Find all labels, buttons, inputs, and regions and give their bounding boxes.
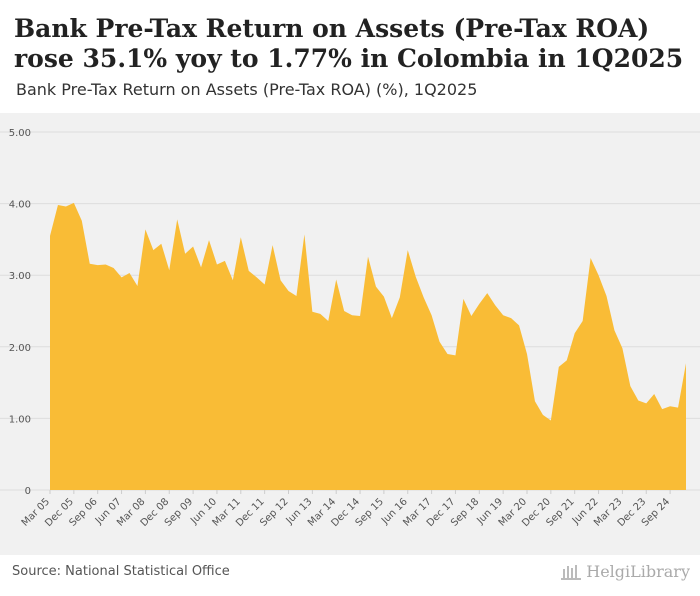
y-tick-label: 3.00: [9, 271, 31, 282]
y-tick-label: 0: [25, 486, 31, 497]
y-axis-labels: 0 1.00 2.00 3.00 4.00 5.00: [9, 128, 31, 497]
source-note: Source: National Statistical Office: [12, 564, 230, 579]
y-tick-label: 1.00: [9, 414, 31, 425]
y-tick-label: 5.00: [9, 128, 31, 139]
library-icon: [561, 564, 582, 580]
footer: Source: National Statistical Office Helg…: [0, 555, 700, 596]
y-tick-label: 2.00: [9, 343, 31, 354]
series-area: [50, 202, 686, 490]
brand-logo: HelgiLibrary: [560, 562, 690, 581]
chart-subtitle: Bank Pre-Tax Return on Assets (Pre-Tax R…: [16, 80, 478, 99]
brand-name: HelgiLibrary: [586, 562, 690, 581]
chart-title: Bank Pre-Tax Return on Assets (Pre-Tax R…: [14, 14, 684, 73]
chart-panel: 0 1.00 2.00 3.00 4.00 5.00 Mar 05 Dec 05 Sep 06…: [0, 113, 700, 555]
series-area-group: [50, 202, 686, 490]
y-tick-label: 4.00: [9, 200, 31, 211]
